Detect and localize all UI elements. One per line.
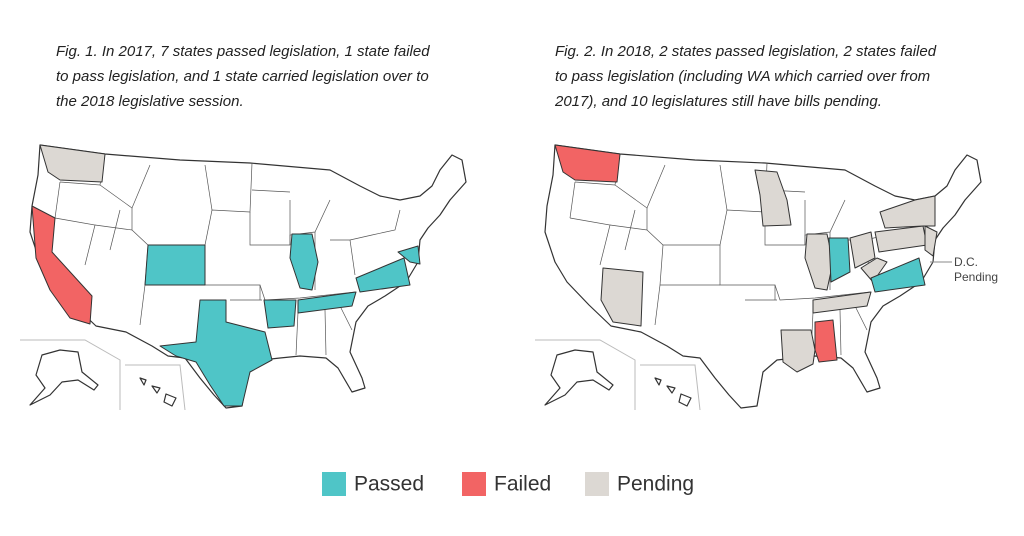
state [31,205,93,325]
caption-line: to pass legislation, and 1 state carried… [56,68,429,85]
hawaii [654,377,662,386]
state-border [719,164,728,211]
state-border [569,181,576,219]
annotation: D.C. [954,255,978,269]
texts: Fig. 1. In 2017, 7 states passed legisla… [56,43,998,284]
state [263,299,297,329]
state-border [764,200,806,246]
state-border [204,164,213,211]
legend-swatch [462,472,486,496]
caption-line: 2017), and 10 legislatures still have bi… [554,93,882,110]
hawaii [163,393,177,407]
caption-line: Fig. 1. In 2017, 7 states passed legisla… [56,43,430,60]
state [554,144,621,183]
inset-border [125,364,186,411]
state-border [349,209,401,241]
maps [20,144,982,411]
state-border [324,309,327,356]
state [600,267,644,327]
state [828,237,851,283]
state [879,195,936,229]
state-border [854,305,868,331]
annotation: Pending [954,270,998,284]
state [780,329,816,373]
legend: Passed Failed Pending [322,472,694,496]
state-border [624,209,636,251]
caption-line: the 2018 legislative session. [56,93,244,110]
alaska [544,349,614,406]
us-map [535,144,982,411]
hawaii [678,393,692,407]
hawaii [139,377,147,386]
state [814,319,838,363]
state [860,257,888,283]
state [397,245,421,265]
state-border [249,200,291,246]
state [849,231,876,269]
state-border [131,162,253,246]
state [297,291,357,314]
inset-border [640,364,701,411]
inset-border [535,339,636,410]
hawaii [151,385,161,394]
state [39,144,106,183]
inset-border [20,339,121,410]
state-border [719,245,776,300]
caption-line: Fig. 2. In 2018, 2 states passed legisla… [555,43,937,60]
state-border [339,305,353,331]
state [924,225,938,257]
legend-swatch [585,472,609,496]
hawaii [666,385,676,394]
state [754,169,792,227]
state [289,233,319,291]
legend-label: Passed [354,473,424,496]
state [159,299,273,407]
state [355,257,411,293]
state [144,244,206,286]
state-border [839,309,842,356]
state [812,291,872,314]
caption-line: to pass legislation (including WA which … [555,68,930,85]
state-border [109,209,121,251]
state [870,257,926,293]
country-outline [29,144,467,409]
state-border [54,181,61,219]
state-border [259,284,356,301]
state [804,233,834,291]
state-border [251,189,291,193]
alaska [29,349,99,406]
state-border [295,311,299,356]
us-map [20,144,467,411]
state-border [774,284,871,301]
legend-label: Failed [494,473,551,496]
legend-swatch [322,472,346,496]
legend-label: Pending [617,473,694,496]
